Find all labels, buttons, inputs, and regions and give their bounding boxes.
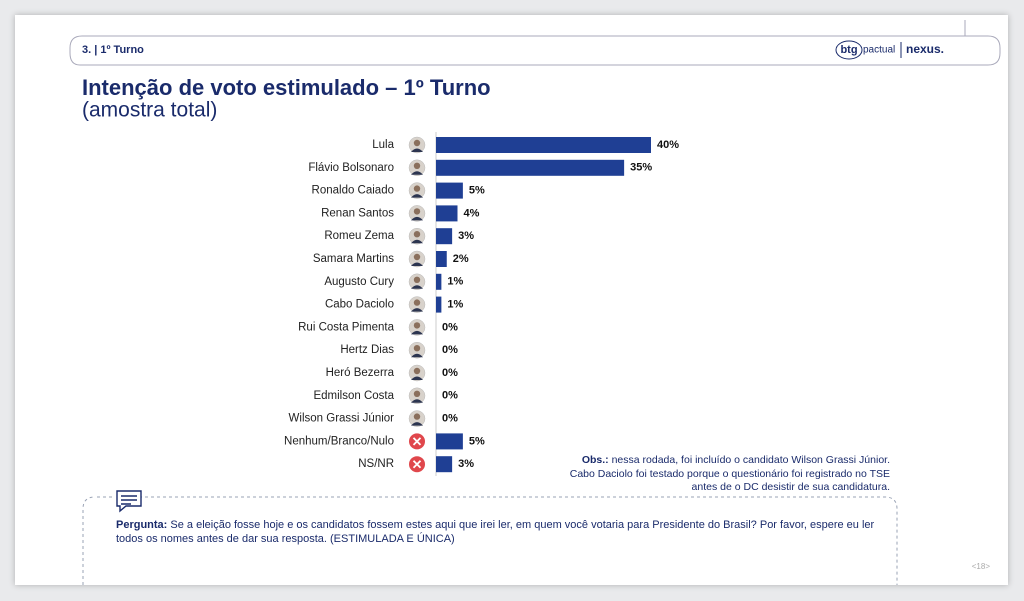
avatar-body [411,308,423,312]
value-label: 40% [657,139,679,151]
category-label: Samara Martins [313,253,394,265]
note: Obs.: nessa rodada, foi incluído o candi… [560,454,890,495]
avatar-body [411,353,423,358]
slide [15,15,1008,585]
logo-ring [835,40,863,60]
avatar-head [413,276,421,283]
value-label: 5% [469,185,485,197]
value-label: 3% [458,458,474,470]
avatar-head [413,299,421,306]
avatar-head [413,367,421,375]
value-label: 1% [447,299,463,311]
avatar-head [413,413,421,420]
value-label: 0% [442,344,458,356]
avatar-body [411,194,423,198]
avatar-head [413,139,421,147]
avatar-body [411,216,423,221]
category-label: Nenhum/Branco/Nulo [284,435,394,447]
bar [436,228,453,245]
question-text: Se a eleição fosse hoje e os candidatos … [116,519,875,545]
bar [436,433,463,450]
value-label: 1% [447,276,463,288]
header-frame [69,35,1001,66]
bar [436,273,442,290]
note-label: Obs.: [581,454,609,466]
category-label: Edmilson Costa [313,390,394,402]
avatar-body [411,148,423,152]
value-label: 2% [453,253,469,265]
logo-nexus: nexus. [906,42,944,56]
avatar-head [413,185,421,192]
bar [436,251,447,267]
avatar-body [411,422,423,426]
logo-btg: btg [840,44,857,56]
avatar-head [413,390,421,397]
category-label: Rui Costa Pimenta [298,321,394,333]
avatar-body [411,262,423,266]
chart-title: Intenção de voto estimulado – 1º Turno [82,75,491,100]
bar [436,205,458,222]
avatar-body [411,376,423,380]
category-label: Augusto Cury [324,276,394,288]
avatar-body [411,285,423,289]
bar [436,296,442,313]
note-text: nessa rodada, foi incluído o candidato W… [569,454,890,493]
category-label: Cabo Daciolo [325,299,394,311]
category-label: Lula [372,139,394,151]
question: Pergunta: Se a eleição fosse hoje e os c… [116,518,886,546]
logo-pactual: pactual [863,45,895,56]
avatar-body [411,239,423,244]
bar [436,159,625,176]
category-label: Hertz Dias [340,344,394,356]
question-box [82,496,898,585]
section-label: 3. | 1º Turno [82,44,144,56]
avatar-body [411,330,423,335]
no-candidate-cross [412,460,422,469]
avatar-head [413,322,421,329]
category-label: Flávio Bolsonaro [308,162,394,174]
value-label: 3% [458,230,474,242]
category-label: Ronaldo Caiado [312,185,394,197]
value-label: 0% [442,413,458,425]
bar [436,137,651,153]
avatar-head [413,253,421,261]
value-label: 0% [442,367,458,379]
avatar-head [413,345,421,352]
no-candidate-cross [412,437,422,446]
avatar-body [411,171,423,175]
value-label: 0% [442,321,458,333]
bar [436,456,453,473]
avatar-head [413,208,421,215]
value-label: 5% [469,435,485,447]
page-number: <18> [972,562,991,571]
category-label: Renan Santos [321,207,394,219]
avatar-head [413,162,421,169]
category-label: NS/NR [358,458,394,470]
avatar-head [413,231,421,238]
category-label: Heró Bezerra [326,367,395,379]
avatar-body [411,399,423,403]
question-label: Pergunta: [116,519,168,531]
value-label: 4% [464,207,480,219]
value-label: 35% [630,162,652,174]
bar [436,182,463,199]
chart-subtitle: (amostra total) [82,99,217,122]
value-label: 0% [442,390,458,402]
question-icon [116,490,142,513]
category-label: Romeu Zema [324,230,394,242]
category-label: Wilson Grassi Júnior [289,413,395,425]
